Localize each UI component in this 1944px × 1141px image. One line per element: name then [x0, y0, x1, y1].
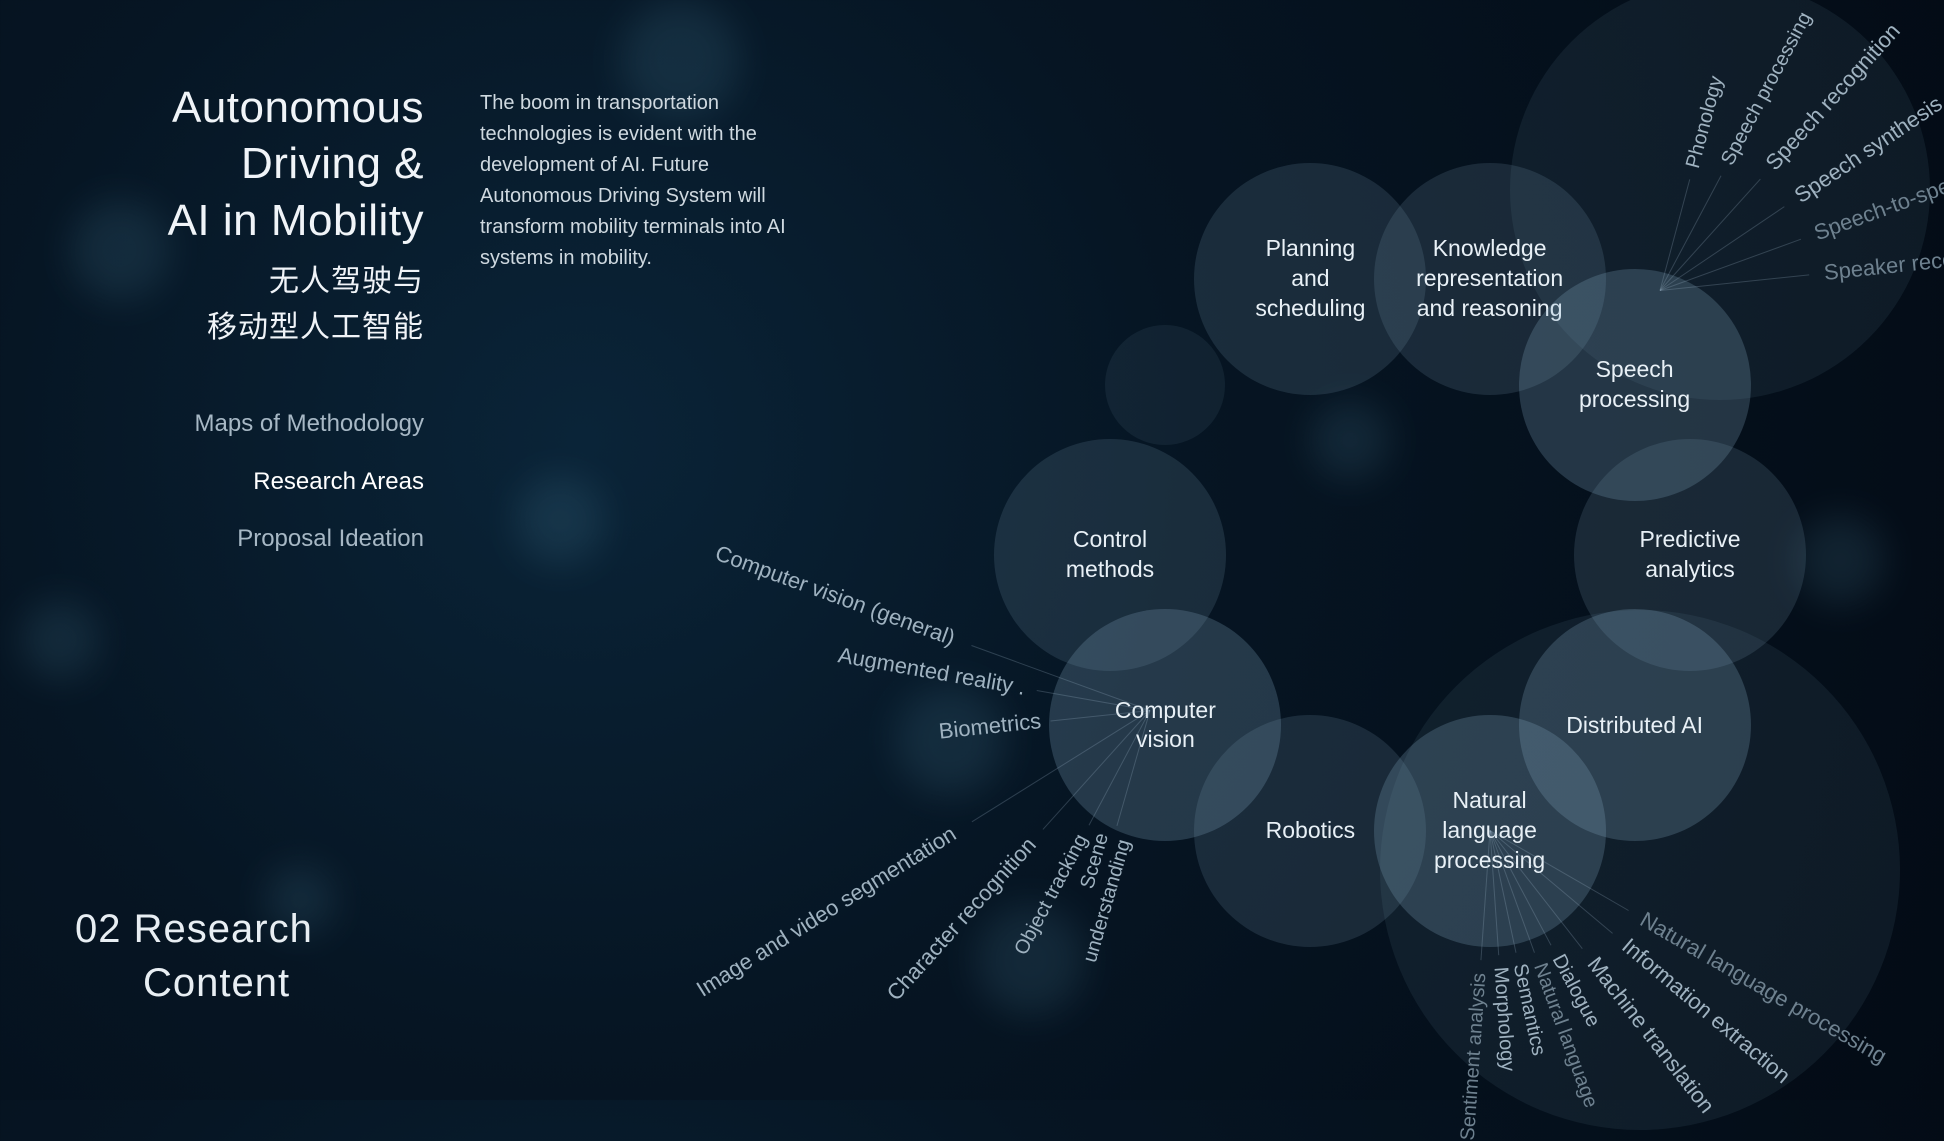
title-line: Autonomous	[104, 80, 424, 136]
nav-item-maps[interactable]: Maps of Methodology	[104, 395, 424, 453]
page-title: Autonomous Driving & AI in Mobility 无人驾驶…	[104, 80, 424, 352]
section-nav: Maps of Methodology Research Areas Propo…	[104, 395, 424, 568]
spoke-label[interactable]: Computer vision (general)	[711, 540, 958, 651]
nav-item-proposal[interactable]: Proposal Ideation	[104, 510, 424, 568]
title-line: AI in Mobility	[104, 193, 424, 249]
topic-bubble-label: Planningandscheduling	[1255, 234, 1365, 324]
section-footer: 02 Research Content	[75, 902, 313, 1010]
topic-bubble-label: Predictiveanalytics	[1640, 525, 1741, 585]
nav-item-research-areas[interactable]: Research Areas	[104, 453, 424, 511]
topic-bubble-label: Speechprocessing	[1579, 355, 1690, 415]
title-line: Driving &	[104, 136, 424, 192]
section-number: 02	[75, 907, 122, 951]
topic-bubble-label: Distributed AI	[1566, 711, 1703, 741]
description-text: The boom in transportation technologies …	[480, 88, 800, 274]
footer-line: Content	[143, 961, 290, 1005]
topic-bubble-label: Computervision	[1115, 696, 1216, 756]
topic-bubble[interactable]: Controlmethods	[994, 439, 1226, 671]
topic-bubble-label: Knowledgerepresentationand reasoning	[1416, 234, 1563, 324]
topic-bubble-label: Robotics	[1266, 816, 1355, 846]
subtitle-line: 移动型人工智能	[104, 305, 424, 352]
footer-line: Research	[134, 907, 313, 951]
topic-bubble[interactable]	[1105, 325, 1225, 445]
subtitle-line: 无人驾驶与	[104, 259, 424, 306]
topic-bubble-label: Naturallanguageprocessing	[1434, 786, 1545, 876]
topic-bubble-label: Controlmethods	[1066, 525, 1154, 585]
